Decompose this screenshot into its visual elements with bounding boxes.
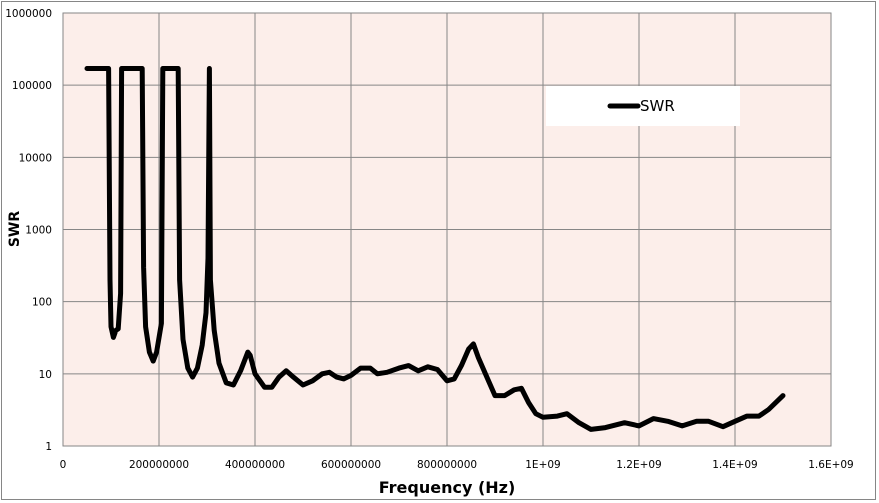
legend-label: SWR — [640, 97, 675, 115]
x-axis-tick-labels: 0 200000000 400000000 600000000 800000000 1E+… — [60, 459, 854, 471]
x-tick-label: 1E+09 — [525, 459, 560, 471]
x-tick-label: 0 — [60, 459, 67, 471]
y-axis-title: SWR — [7, 211, 23, 248]
y-tick-label: 100000 — [12, 80, 52, 92]
y-tick-label: 1 — [45, 441, 52, 453]
x-tick-label: 1.6E+09 — [808, 459, 854, 471]
legend-box — [546, 86, 740, 126]
x-tick-label: 1.2E+09 — [616, 459, 662, 471]
x-tick-label: 600000000 — [321, 459, 381, 471]
y-axis-tick-labels: 1 10 100 1000 10000 100000 1000000 — [5, 8, 52, 453]
x-axis-title: Frequency (Hz) — [379, 478, 516, 497]
x-tick-label: 1.4E+09 — [712, 459, 758, 471]
legend: SWR — [546, 86, 740, 126]
y-tick-label: 10000 — [19, 152, 52, 164]
x-tick-label: 400000000 — [225, 459, 285, 471]
x-tick-label: 800000000 — [417, 459, 477, 471]
x-tick-label: 200000000 — [129, 459, 189, 471]
y-tick-label: 10 — [39, 369, 52, 381]
swr-series-line — [84, 66, 786, 432]
y-tick-label: 100 — [32, 297, 52, 309]
y-tick-label: 1000000 — [5, 8, 52, 20]
y-tick-label: 1000 — [25, 225, 52, 237]
